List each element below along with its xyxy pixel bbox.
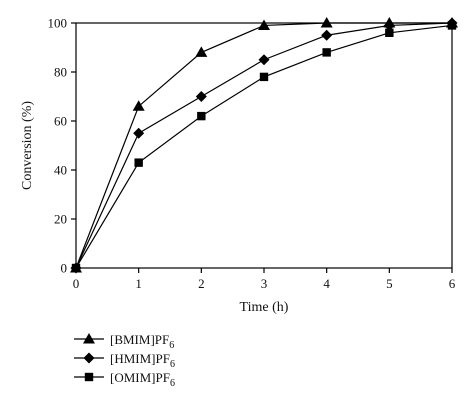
legend-marker — [84, 372, 94, 382]
y-tick-label: 80 — [54, 65, 67, 80]
data-point — [258, 54, 270, 66]
legend-label: [BMIM]PF6 — [110, 332, 174, 351]
legend-label-subscript: 6 — [170, 378, 175, 389]
data-point — [134, 158, 143, 167]
x-axis-label: Time (h) — [240, 300, 289, 315]
data-point — [258, 19, 270, 30]
data-point — [195, 91, 207, 102]
data-point — [385, 28, 394, 37]
x-tick-label: 0 — [73, 276, 80, 291]
y-tick-label: 0 — [61, 261, 68, 276]
y-axis-label: Conversion (%) — [20, 101, 35, 190]
data-point — [133, 127, 145, 139]
x-tick-label: 3 — [261, 276, 268, 291]
data-point — [321, 29, 333, 41]
legend-item: [OMIM]PF6 — [74, 370, 175, 389]
data-point — [322, 48, 331, 57]
data-point — [197, 111, 206, 121]
data-point — [383, 19, 395, 31]
y-tick-label: 40 — [54, 163, 67, 178]
plot-series — [70, 17, 458, 274]
data-point — [259, 72, 269, 82]
legend-label-subscript: 6 — [169, 340, 174, 351]
x-tick-label: 4 — [323, 276, 330, 291]
data-point — [320, 17, 333, 28]
y-tick-label: 100 — [48, 16, 68, 31]
data-point — [71, 263, 81, 273]
x-tick-label: 1 — [135, 276, 142, 291]
y-tick-label: 60 — [54, 114, 67, 129]
data-point — [447, 21, 457, 30]
legend-label: [HMIM]PF6 — [110, 351, 175, 370]
legend-label-subscript: 6 — [170, 359, 175, 370]
legend-item: [HMIM]PF6 — [74, 351, 175, 370]
x-tick-label: 5 — [386, 276, 393, 291]
y-axis-ticks: 0 20 40 60 80 100 — [48, 16, 76, 276]
series-omimpf — [71, 21, 457, 273]
legend-marker — [83, 352, 95, 364]
legend-marker — [83, 333, 95, 344]
legend-item: [BMIM]PF6 — [74, 332, 174, 351]
x-tick-label: 6 — [449, 276, 456, 291]
data-point — [132, 100, 145, 111]
legend-label: [OMIM]PF6 — [110, 370, 175, 389]
legend: [BMIM]PF6[HMIM]PF6[OMIM]PF6 — [74, 332, 175, 389]
x-axis-ticks: 0 1 2 3 4 5 6 — [73, 268, 456, 291]
y-tick-label: 20 — [54, 212, 67, 227]
data-point — [195, 46, 208, 57]
x-tick-label: 2 — [198, 276, 205, 291]
series-hmimpf — [70, 17, 458, 274]
